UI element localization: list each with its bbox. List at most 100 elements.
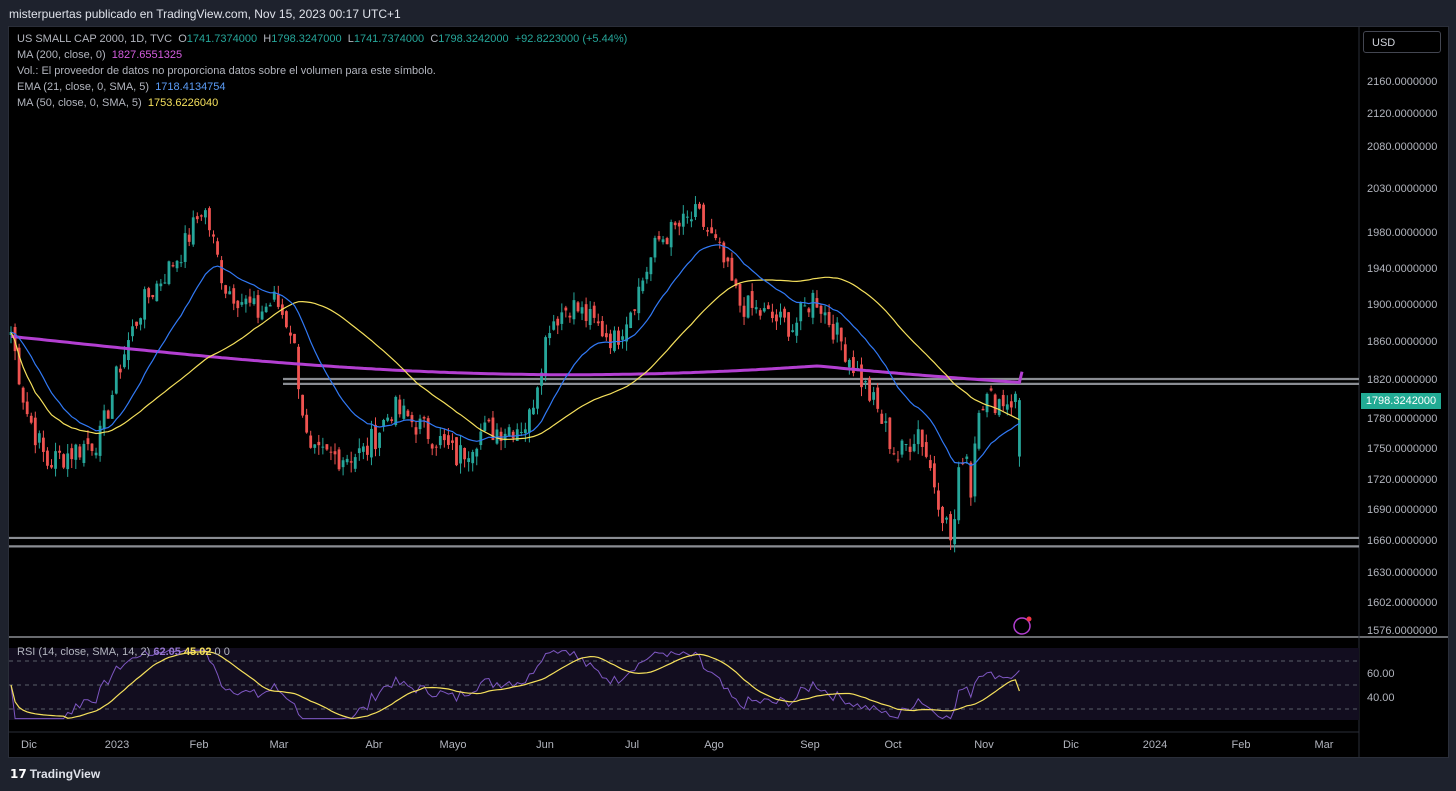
candle-body [74,444,78,460]
rsi-line [10,649,1020,720]
ema21-legend[interactable]: EMA (21, close, 0, SMA, 5) 1718.4134754 [17,81,226,93]
candle-body [62,454,66,468]
candle-body [714,234,718,239]
candle-body [852,357,855,374]
candle-body [106,410,110,419]
candle-body [487,419,491,422]
candle-body [402,405,406,419]
time-tick-label: Jul [625,739,639,751]
candle-body [353,457,357,469]
candle-body [928,460,932,469]
price-tick-label: 1940.0000000 [1367,263,1437,275]
candle-body [653,237,657,258]
price-tick-label: 2080.0000000 [1367,141,1437,153]
candle-body [212,234,215,237]
candle-body [398,399,402,415]
candle-body [783,308,786,318]
candle-body [135,321,138,326]
candle-body [868,378,871,401]
candle-body [410,415,414,423]
time-tick-label: Sep [800,739,820,751]
candle-body [641,280,645,292]
candle-body [953,519,957,545]
lightning-icon[interactable] [1013,617,1031,635]
candle-body [25,401,29,415]
symbol-label[interactable]: US SMALL CAP 2000, 1D, TVC [17,33,173,45]
candle-body [86,438,90,445]
price-tick-label: 1780.0000000 [1367,413,1437,425]
candle-body [758,310,762,316]
candle-body [179,262,183,264]
candle-body [900,440,904,455]
candle-body [475,448,479,457]
candle-body [596,321,600,324]
candle-body [532,407,535,415]
ma200-legend[interactable]: MA (200, close, 0) 1827.6551325 [17,49,183,61]
candle-body [997,399,1001,416]
candle-body [613,330,616,351]
candle-body [702,204,705,227]
candle-body [268,304,272,307]
candle-body [50,465,53,468]
tradingview-logo[interactable]: 𝟭𝟳 TradingView [10,767,101,781]
candle-body [706,230,709,232]
candle-body [171,265,175,267]
candle-body [568,315,572,318]
candle-body [985,393,989,413]
candle-body [244,298,248,305]
ma200-line [10,334,1024,384]
candle-body [904,444,908,446]
candle-body [321,446,325,448]
candle-body [645,271,649,280]
candle-body [965,456,969,459]
candle-body [13,327,17,352]
volume-note: Vol.: El proveedor de datos no proporcio… [17,65,436,77]
candle-body [191,217,195,245]
candle-body [937,490,940,510]
candle-body [426,418,430,440]
candle-body [357,448,361,454]
candle-body [949,514,952,541]
candle-body [872,392,876,400]
candle-body [58,450,61,453]
candle-body [989,388,993,391]
chart-frame[interactable] [8,26,1449,758]
candle-body [159,283,163,287]
candle-body [264,306,268,313]
candle-body [981,408,985,411]
candle-body [617,330,620,345]
candle-body [386,417,390,421]
candle-body [762,308,766,312]
candle-body [414,427,418,435]
candle-body [46,450,49,466]
candle-body [337,449,341,470]
candle-body [916,429,920,445]
candle-body [232,288,236,304]
candle-body [876,387,880,409]
candle-body [661,239,665,243]
candle-body [722,242,726,263]
candle-body [479,431,483,446]
ma50-legend[interactable]: MA (50, close, 0, SMA, 5) 1753.6226040 [17,97,219,109]
notification-dot [1026,616,1032,622]
open-value: 1741.7374000 [186,33,258,45]
rsi-legend[interactable]: RSI (14, close, SMA, 14, 2) 62.05 45.02 … [17,646,230,658]
candle-body [361,446,365,452]
candle-body [110,394,114,419]
attribution-bar: misterpuertas publicado en TradingView.c… [0,0,1456,26]
candle-body [560,312,564,324]
candle-body [888,417,892,450]
candle-body [629,312,633,328]
currency-button[interactable]: USD [1363,31,1441,53]
candle-body [775,314,778,322]
candle-body [807,308,811,313]
time-tick-label: 2023 [105,739,129,751]
candle-body [637,286,641,314]
candle-body [742,305,746,317]
rsi-tick-label: 60.00 [1367,668,1395,680]
price-tick-label: 1630.0000000 [1367,567,1437,579]
candle-body [42,437,45,452]
candle-body [864,381,867,383]
candle-body [151,294,155,298]
